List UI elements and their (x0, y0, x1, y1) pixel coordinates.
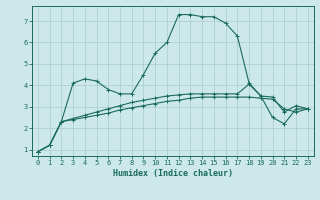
X-axis label: Humidex (Indice chaleur): Humidex (Indice chaleur) (113, 169, 233, 178)
